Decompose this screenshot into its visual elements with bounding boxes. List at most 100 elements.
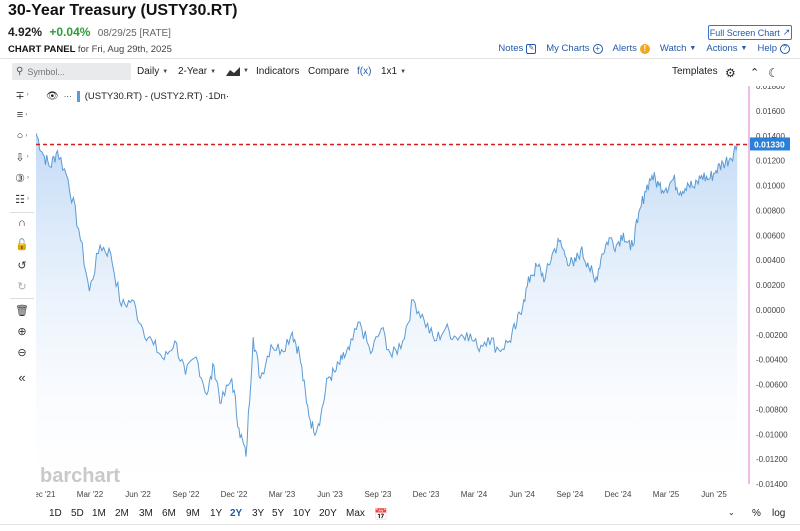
range-1m[interactable]: 1M [92, 508, 106, 519]
counter-tool-icon[interactable]: ③ › [15, 172, 29, 185]
range-10y[interactable]: 10Y [293, 508, 311, 519]
x-tick-label: Dec '24 [605, 490, 632, 499]
caret-down-icon: ▼ [243, 68, 249, 74]
plus-circle-icon: + [592, 43, 603, 54]
range-2y[interactable]: 2Y [230, 508, 243, 519]
series-line [35, 133, 738, 457]
change-value: +0.04% [49, 25, 91, 39]
notes-link[interactable]: Notes ✎ [498, 43, 537, 54]
alerts-label: Alerts [612, 43, 637, 54]
zoom-in-icon[interactable]: ⊕ [17, 325, 27, 338]
range-20y[interactable]: 20Y [319, 508, 337, 519]
chart-type-dropdown[interactable]: ▼ [226, 66, 249, 76]
notes-label: Notes [498, 43, 524, 54]
lock-icon[interactable]: 🔓 [15, 238, 29, 251]
series-color-swatch [76, 91, 80, 102]
y-tick-label: 0.00000 [756, 306, 785, 315]
y-tick-label: 0.01800 [756, 86, 785, 91]
y-tick-label: -0.01200 [756, 455, 788, 464]
x-tick-label: Jun '23 [317, 490, 343, 499]
range-3y[interactable]: 3Y [252, 508, 265, 519]
y-tick-label: 0.00800 [756, 206, 785, 215]
range-max[interactable]: Max [346, 508, 365, 519]
full-screen-chart-label: Full Screen Chart [709, 27, 780, 38]
collapse-sidebar-icon[interactable]: « [18, 369, 26, 385]
x-tick-label: Dec '23 [413, 490, 440, 499]
price-tag [750, 137, 790, 151]
chart-toolbar: ⚲ Daily▼ 2-Year▼ ▼ Indicators Compare f(… [0, 60, 800, 84]
interval-dropdown[interactable]: Daily ▼ [137, 66, 168, 77]
period-dropdown[interactable]: 2-Year ▼ [178, 66, 216, 77]
range-1y[interactable]: 1Y [210, 508, 223, 519]
double-chevron-down-icon[interactable]: ⌄ [728, 508, 735, 517]
x-tick-label: Mar '25 [653, 490, 680, 499]
y-tick-label: 0.01200 [756, 157, 785, 166]
range-3m[interactable]: 3M [139, 508, 153, 519]
x-tick-label: Mar '23 [269, 490, 296, 499]
range-2m[interactable]: 2M [115, 508, 129, 519]
watch-link[interactable]: Watch ▼ [660, 43, 697, 54]
indicators-button[interactable]: Indicators [256, 66, 300, 77]
y-tick-label: -0.01000 [756, 430, 788, 439]
actions-link[interactable]: Actions ▼ [706, 43, 747, 54]
range-9m[interactable]: 9M [186, 508, 200, 519]
chevron-down-icon: ▼ [689, 45, 697, 52]
range-1d[interactable]: 1D [49, 508, 62, 519]
collapse-icon[interactable]: ⌃ [750, 67, 760, 79]
magnet-icon[interactable]: ∩ [18, 217, 26, 229]
measure-tool-icon[interactable]: ☷ › [15, 193, 29, 206]
x-tick-label: Dec '22 [221, 490, 248, 499]
trash-icon[interactable]: 🗑 [15, 304, 29, 317]
calendar-icon[interactable]: 📅 [374, 509, 388, 521]
y-tick-label: -0.00600 [756, 381, 788, 390]
zoom-out-icon[interactable]: ⊖ [17, 346, 27, 359]
period-label: 2-Year [178, 66, 208, 77]
chart-panel-label: CHART PANEL for Fri, Aug 29th, 2025 [8, 44, 172, 55]
range-5y[interactable]: 5Y [272, 508, 285, 519]
caret-down-icon: ▼ [210, 68, 217, 75]
chart-panel-date: for Fri, Aug 29th, 2025 [77, 44, 172, 55]
dark-mode-icon[interactable]: ☾ [768, 66, 779, 80]
x-tick-label: Sep '23 [365, 490, 392, 499]
top-links: Notes ✎ My Charts + Alerts! Watch ▼ Actions… [498, 43, 790, 54]
my-charts-label: My Charts [546, 43, 590, 54]
more-icon[interactable]: ··· [63, 92, 72, 101]
chart-panel-title: CHART PANEL [8, 44, 76, 55]
shapes-tool-icon[interactable]: ○ › [16, 130, 28, 142]
x-tick-label: Mar '22 [77, 490, 104, 499]
layout-dropdown[interactable]: 1x1 ▼ [381, 66, 406, 77]
edit-icon: ✎ [526, 43, 537, 54]
series-area [36, 133, 738, 485]
barchart-watermark: barchart [40, 465, 120, 487]
y-tick-label: -0.00400 [756, 356, 788, 365]
x-tick-label: Dec '21 [36, 490, 56, 499]
fib-tool-icon[interactable]: ≡ › [16, 109, 28, 121]
redo-icon[interactable]: ↻ [17, 280, 27, 293]
help-label: Help [757, 43, 777, 54]
crosshair-line-tool-icon[interactable]: ∓ › [15, 89, 29, 102]
percent-toggle[interactable]: % [752, 508, 761, 519]
expand-icon: ↗ [782, 27, 791, 37]
symbol-input[interactable] [27, 66, 118, 77]
actions-label: Actions [706, 43, 738, 54]
settings-gear-icon[interactable]: ⚙ [725, 66, 736, 80]
alerts-link[interactable]: Alerts! [613, 43, 650, 54]
range-5d[interactable]: 5D [71, 508, 84, 519]
series-legend: 👁 ··· (USTY30.RT) - (USTY2.RT) ·1Dn· [46, 91, 229, 102]
full-screen-chart-button[interactable]: Full Screen Chart ↗ [708, 25, 792, 40]
symbol-search[interactable]: ⚲ [12, 63, 131, 80]
header-divider [0, 58, 800, 59]
log-toggle[interactable]: log [772, 508, 786, 519]
eye-icon[interactable]: 👁 [46, 91, 59, 102]
templates-button[interactable]: Templates [672, 66, 718, 77]
compare-button[interactable]: Compare [308, 66, 350, 77]
arrow-tool-icon[interactable]: ⇩ › [15, 151, 29, 164]
range-bar: 1D 5D 1M 2M 3M 6M 9M 1Y 2Y 3Y 5Y 10Y 20Y… [0, 505, 800, 523]
range-6m[interactable]: 6M [162, 508, 176, 519]
fx-button[interactable]: f(x) [357, 66, 372, 77]
my-charts-link[interactable]: My Charts + [546, 43, 603, 54]
undo-icon[interactable]: ↺ [17, 259, 27, 272]
price-chart[interactable]: 0.01800 0.01600 0.01400 0.01200 0.01000 0.008… [29, 82, 800, 506]
chart-area[interactable]: 0.01800 0.01600 0.01400 0.01200 0.01000 0.008… [29, 82, 800, 506]
help-link[interactable]: Help? [757, 43, 790, 54]
